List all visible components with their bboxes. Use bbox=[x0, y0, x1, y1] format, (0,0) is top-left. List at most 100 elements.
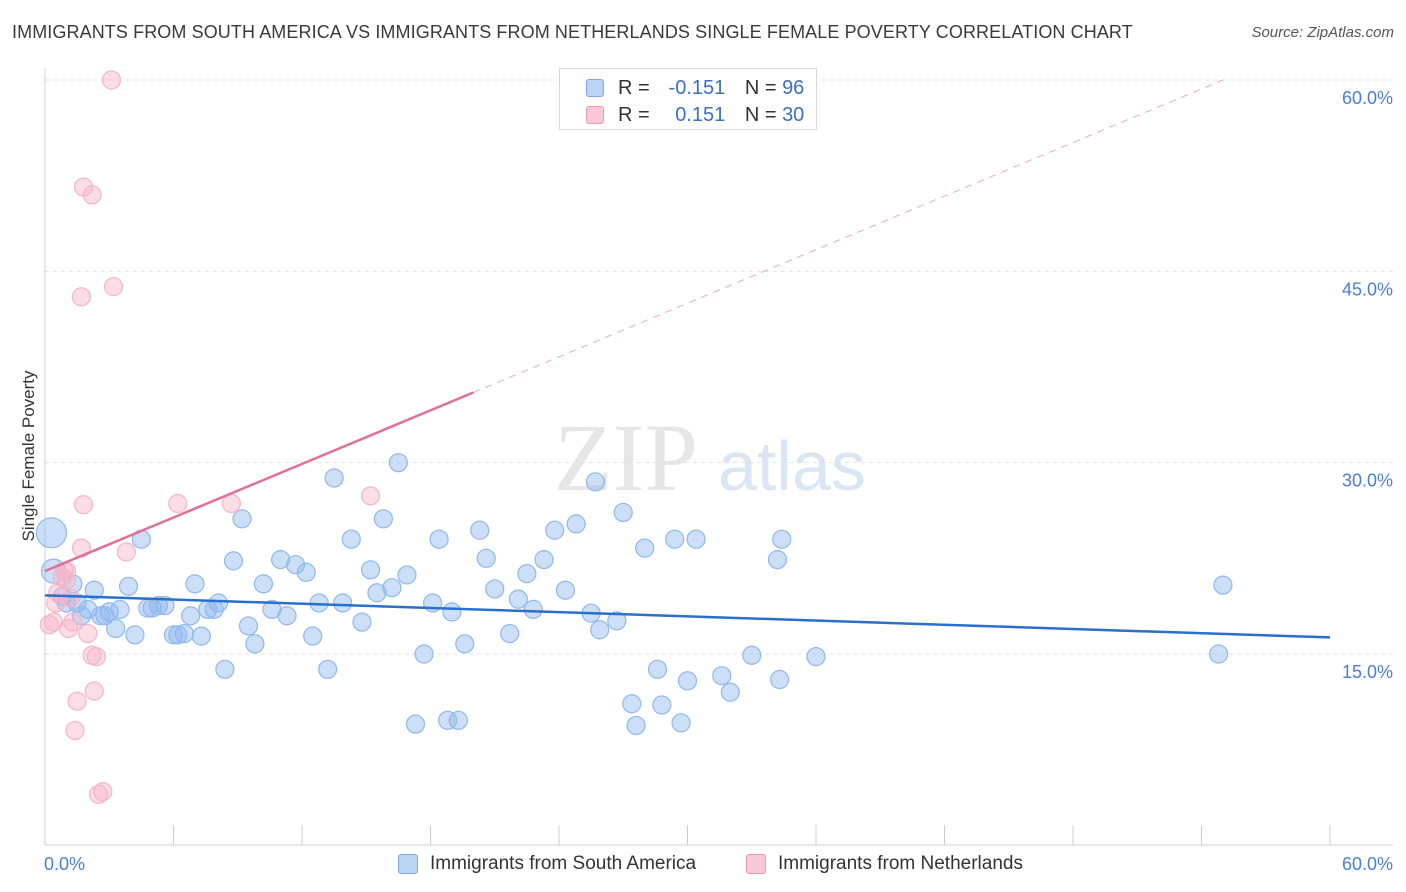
point-south-america bbox=[388, 453, 408, 473]
point-netherlands bbox=[360, 486, 381, 506]
point-south-america bbox=[442, 602, 462, 622]
axes bbox=[44, 68, 1393, 846]
watermark-zip: ZIP bbox=[554, 404, 698, 511]
point-south-america bbox=[168, 625, 188, 645]
legend-n-label: N = bbox=[744, 77, 777, 99]
point-south-america bbox=[1209, 644, 1229, 664]
chart-title: IMMIGRANTS FROM SOUTH AMERICA VS IMMIGRA… bbox=[12, 22, 1133, 42]
point-south-america bbox=[333, 593, 353, 613]
point-south-america bbox=[397, 565, 417, 585]
legend-label-netherlands: Immigrants from Netherlands bbox=[778, 853, 1023, 874]
point-south-america bbox=[485, 579, 505, 599]
point-south-america bbox=[677, 671, 698, 691]
point-south-america bbox=[545, 520, 565, 540]
point-south-america bbox=[118, 576, 139, 596]
point-south-america bbox=[303, 626, 323, 646]
x-tick-labels: 0.0% 60.0% bbox=[44, 854, 1393, 874]
point-south-america bbox=[285, 555, 306, 575]
series-legend: Immigrants from South America Immigrants… bbox=[0, 852, 1406, 878]
legend-n-value: 96 bbox=[782, 77, 805, 99]
point-south-america bbox=[367, 583, 387, 603]
x-tick-label: 0.0% bbox=[44, 854, 85, 874]
points-layer bbox=[35, 70, 1233, 804]
legend-swatch-netherlands bbox=[586, 106, 604, 124]
point-south-america bbox=[523, 599, 543, 619]
point-netherlands bbox=[63, 612, 83, 632]
point-south-america bbox=[665, 529, 685, 549]
point-south-america bbox=[148, 595, 169, 616]
point-south-america bbox=[652, 695, 672, 715]
y-tick-label: 15.0% bbox=[1342, 662, 1393, 682]
source-label: Source: ZipAtlas.com bbox=[1251, 24, 1394, 41]
legend-r-label: R = bbox=[618, 77, 650, 99]
point-netherlands bbox=[103, 277, 124, 297]
legend-text-south-america: R = -0.151 N = 96 bbox=[618, 77, 804, 100]
point-south-america bbox=[742, 645, 762, 665]
point-netherlands bbox=[116, 542, 136, 562]
y-axis-label: Single Female Poverty bbox=[19, 370, 38, 542]
legend-label-south-america: Immigrants from South America bbox=[430, 853, 697, 874]
trend-extension-netherlands bbox=[473, 79, 1224, 393]
point-netherlands bbox=[73, 495, 94, 515]
point-south-america bbox=[352, 612, 372, 632]
point-netherlands bbox=[168, 493, 188, 514]
point-south-america bbox=[585, 472, 606, 492]
point-south-america bbox=[191, 626, 211, 646]
point-south-america bbox=[635, 538, 655, 558]
point-south-america bbox=[232, 509, 252, 529]
point-south-america bbox=[455, 634, 475, 654]
point-south-america bbox=[767, 550, 788, 570]
gridlines bbox=[45, 79, 1393, 655]
point-south-america bbox=[341, 529, 361, 549]
y-tick-labels: 15.0% 30.0% 45.0% 60.0% bbox=[1342, 88, 1393, 682]
point-south-america bbox=[448, 710, 468, 730]
point-south-america bbox=[215, 659, 235, 679]
trend-line-netherlands bbox=[44, 391, 474, 573]
point-south-america bbox=[382, 578, 402, 598]
y-tick-label: 30.0% bbox=[1342, 471, 1393, 491]
point-south-america bbox=[769, 669, 790, 690]
point-south-america bbox=[476, 548, 496, 568]
point-south-america bbox=[360, 560, 381, 580]
point-south-america bbox=[686, 529, 706, 549]
y-tick-label: 45.0% bbox=[1342, 279, 1393, 299]
point-netherlands bbox=[93, 782, 113, 802]
legend-n-value: 30 bbox=[782, 104, 805, 126]
legend-r-value: 0.151 bbox=[675, 104, 726, 126]
trend-layer bbox=[44, 79, 1331, 639]
point-south-america bbox=[174, 623, 194, 644]
point-south-america bbox=[414, 644, 434, 664]
point-netherlands bbox=[61, 588, 81, 608]
legend-n-label: N = bbox=[744, 104, 777, 126]
point-south-america bbox=[470, 520, 490, 540]
point-netherlands bbox=[84, 681, 104, 701]
point-south-america bbox=[720, 682, 740, 702]
point-south-america bbox=[806, 646, 826, 667]
point-south-america bbox=[125, 625, 145, 645]
point-south-america bbox=[555, 580, 576, 600]
point-south-america bbox=[270, 550, 291, 570]
y-tick-label: 60.0% bbox=[1342, 88, 1393, 108]
point-south-america bbox=[296, 562, 316, 582]
point-south-america bbox=[772, 529, 792, 549]
point-south-america bbox=[181, 606, 201, 626]
point-south-america bbox=[208, 593, 229, 613]
watermark-atlas: atlas bbox=[718, 427, 866, 505]
legend-text-netherlands: R = 0.151 N = 30 bbox=[618, 104, 804, 127]
watermark: ZIP atlas bbox=[554, 404, 866, 511]
point-netherlands bbox=[86, 646, 107, 667]
point-south-america bbox=[253, 574, 274, 594]
point-south-america bbox=[626, 715, 646, 736]
point-south-america bbox=[324, 468, 344, 488]
point-south-america bbox=[508, 589, 528, 609]
point-south-america bbox=[405, 714, 426, 734]
point-south-america bbox=[35, 517, 68, 549]
point-netherlands bbox=[67, 691, 87, 711]
point-south-america bbox=[671, 713, 691, 733]
point-south-america bbox=[517, 564, 537, 584]
legend-swatch-south-america bbox=[586, 79, 604, 97]
correlation-legend: R = -0.151 N = 96 R = 0.151 N = 30 bbox=[559, 68, 817, 130]
point-netherlands bbox=[101, 70, 121, 90]
point-south-america bbox=[622, 694, 642, 714]
